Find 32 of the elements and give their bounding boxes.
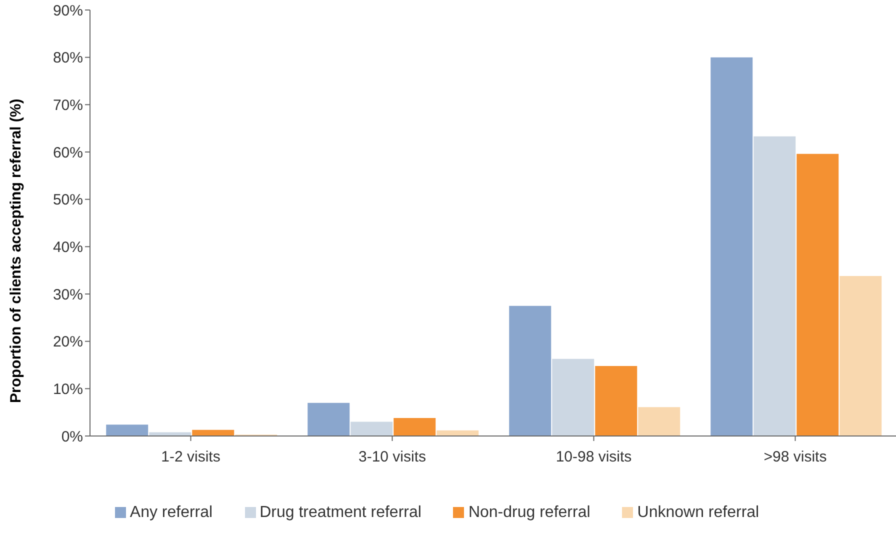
x-tick-label: 3-10 visits xyxy=(358,448,426,466)
y-tick-label: 70% xyxy=(52,96,83,114)
legend-label: Drug treatment referral xyxy=(260,504,422,521)
x-tick-label: 1-2 visits xyxy=(161,448,220,466)
x-tick-label: 10-98 visits xyxy=(556,448,632,466)
y-tick-label: 50% xyxy=(52,192,83,209)
bar xyxy=(509,306,552,436)
y-tick-label: 80% xyxy=(52,50,83,67)
y-tick-label: 60% xyxy=(52,144,83,162)
bar xyxy=(796,154,839,436)
bar xyxy=(149,432,192,436)
bar xyxy=(638,407,680,436)
y-axis-title: Proportion of clients accepting referral (%) xyxy=(7,98,24,403)
y-tick-label: 0% xyxy=(61,428,83,446)
legend-label: Unknown referral xyxy=(637,504,760,521)
legend-label: Non-drug referral xyxy=(468,504,590,521)
bar xyxy=(350,422,393,436)
bar xyxy=(308,402,350,436)
bar xyxy=(840,276,882,436)
y-tick-label: 40% xyxy=(52,238,83,256)
bar xyxy=(552,358,594,436)
y-tick-label: 20% xyxy=(52,334,83,351)
x-tick-label: >98 visits xyxy=(764,448,827,466)
bar xyxy=(106,424,148,436)
bar xyxy=(710,57,753,436)
y-tick-label: 30% xyxy=(52,286,83,304)
legend-label: Any referral xyxy=(130,504,213,521)
y-tick-label: 10% xyxy=(52,380,83,398)
bar xyxy=(754,136,796,436)
bar xyxy=(394,418,436,436)
bar xyxy=(595,366,638,436)
y-tick-label: 90% xyxy=(52,2,83,20)
